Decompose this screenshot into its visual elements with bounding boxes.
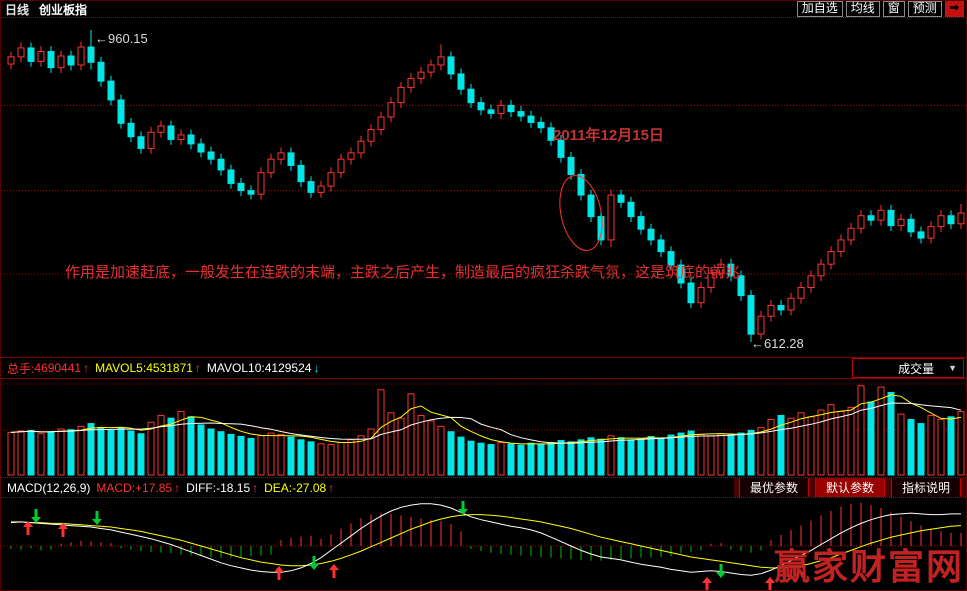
indicator-help-button[interactable]: 指标说明 [890,478,961,497]
dea-trend-icon: ↑ [328,480,335,495]
period-label: 日线 [5,2,30,17]
dea-value: -27.08 [292,480,327,495]
mavol5-label: MAVOL5: [95,361,147,375]
next-arrow-icon: ➡ [949,2,959,14]
mavol10-label: MAVOL10: [206,361,265,375]
dea-label: DEA: [264,480,293,495]
signal-up-arrow-icon [58,523,68,537]
signal-up-arrow-icon [702,577,712,590]
mavol5-trend-icon: ↑ [194,361,201,375]
macd-pane[interactable] [1,498,967,591]
mavol10-value: 4129524 [264,361,312,375]
diff-trend-icon: ↑ [252,480,259,495]
signal-down-arrow-icon [92,511,102,525]
kline-pane[interactable] [1,18,967,357]
signal-up-arrow-icon [329,564,339,578]
macd-value: +17.85 [135,480,173,495]
macd-header: MACD(12,26,9) MACD: +17.85 ↑ DIFF: -18.1… [1,477,966,498]
macd-chart[interactable] [1,498,967,591]
total-volume-value: 4690441 [34,361,82,375]
scroll-next-button[interactable]: ➡ [944,1,964,17]
window-button[interactable]: 窗 [882,1,905,17]
signal-down-arrow-icon [458,501,468,515]
total-volume-trend-icon: ↑ [83,361,90,375]
diff-value: -18.15 [216,480,251,495]
diff-label: DIFF: [186,480,217,495]
optimal-params-button[interactable]: 最优参数 [738,478,809,497]
add-watchlist-button[interactable]: 加自选 [796,1,843,17]
param-button-strip: 最优参数 默认参数 指标说明 [733,478,966,497]
signal-down-arrow-icon [309,556,319,570]
macd-label: MACD: [96,480,136,495]
symbol-name: 创业板指 [39,2,88,17]
macd-formula-label: MACD(12,26,9) [7,480,91,495]
forecast-button[interactable]: 预测 [907,1,942,17]
ma-lines-button[interactable]: 均线 [845,1,880,17]
top-toolbar: 日线 创业板指 加自选 均线 窗 预测 ➡ [1,1,966,18]
signal-up-arrow-icon [765,577,775,590]
indicator-selector-label: 成交量 [898,361,935,376]
volume-chart[interactable] [1,379,967,477]
signal-up-arrow-icon [23,521,33,535]
volume-header: 总手: 4690441 ↑ MAVOL5: 4531871 ↑ MAVOL10:… [1,357,966,379]
mavol10-trend-icon: ↓ [313,361,320,375]
kline-chart[interactable] [1,18,967,357]
signal-down-arrow-icon [716,564,726,578]
indicator-selector-dropdown[interactable]: 成交量 ▼ [852,358,964,378]
macd-trend-icon: ↑ [174,480,181,495]
mavol5-value: 4531871 [146,361,193,375]
default-params-button[interactable]: 默认参数 [814,478,885,497]
volume-pane[interactable] [1,379,967,477]
total-volume-label: 总手: [7,361,35,376]
chevron-down-icon: ▼ [948,363,957,373]
signal-up-arrow-icon [274,566,284,580]
signal-down-arrow-icon [31,509,41,523]
